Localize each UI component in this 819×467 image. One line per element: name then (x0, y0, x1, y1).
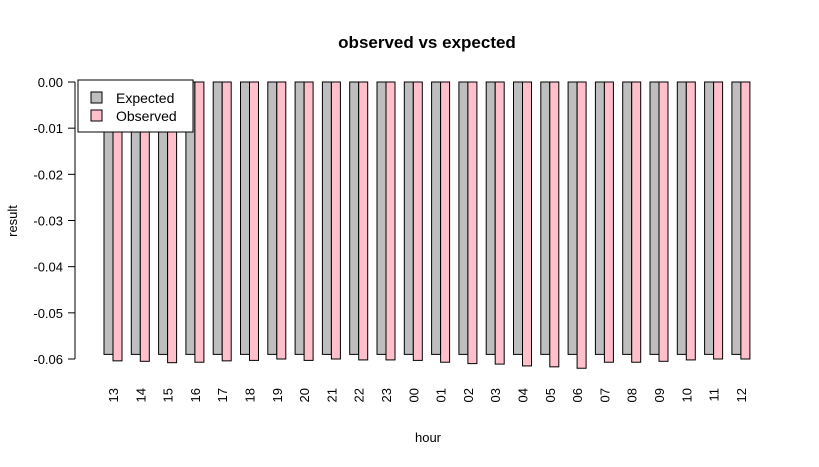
x-tick-label: 14 (133, 388, 148, 402)
x-tick-label: 18 (243, 388, 258, 402)
x-tick-label: 07 (597, 388, 612, 402)
y-tick-label: -0.01 (33, 121, 63, 136)
y-axis-label: result (5, 205, 20, 237)
bar-observed-02 (467, 81, 478, 365)
bar-expected-03 (485, 81, 496, 355)
y-tick-label: -0.03 (33, 214, 63, 229)
bar-expected-02 (458, 81, 469, 355)
x-tick-label: 22 (352, 388, 367, 402)
bar-expected-01 (431, 81, 442, 355)
x-tick-label: 00 (406, 388, 421, 402)
bar-expected-23 (376, 81, 387, 355)
y-tick-label: -0.02 (33, 167, 63, 182)
x-tick-label: 08 (625, 388, 640, 402)
bar-observed-21 (330, 81, 341, 360)
bar-expected-12 (731, 81, 742, 355)
bar-observed-08 (631, 81, 642, 363)
x-tick-label: 09 (652, 388, 667, 402)
bar-observed-17 (221, 81, 232, 362)
x-tick-label: 23 (379, 388, 394, 402)
legend-box (77, 79, 194, 133)
x-tick-label: 16 (188, 388, 203, 402)
bar-observed-07 (603, 81, 614, 363)
bar-expected-19 (267, 81, 278, 355)
bar-expected-20 (294, 81, 305, 355)
bar-observed-01 (440, 81, 451, 363)
legend: Expected Observed (77, 79, 194, 133)
bar-observed-22 (358, 81, 369, 361)
bar-observed-12 (740, 81, 751, 360)
chart-title: observed vs expected (338, 33, 516, 52)
bar-expected-17 (212, 81, 223, 355)
x-tick-label: 11 (707, 388, 722, 402)
bar-expected-22 (349, 81, 360, 355)
bar-observed-16 (194, 81, 205, 363)
x-tick-label: 04 (516, 388, 531, 402)
x-tick-label: 05 (543, 388, 558, 402)
x-tick-label: 17 (215, 388, 230, 402)
y-axis: 0.00 -0.01 -0.02 -0.03 -0.04 -0.05 -0.06 (33, 75, 76, 367)
bar-expected-21 (321, 81, 332, 355)
bar-observed-03 (494, 81, 505, 365)
x-tick-label: 10 (679, 388, 694, 402)
legend-swatch-expected (90, 91, 103, 104)
bar-expected-07 (594, 81, 605, 355)
y-tick-label: -0.06 (33, 352, 63, 367)
bar-expected-04 (513, 81, 523, 355)
x-tick-label: 01 (434, 388, 449, 402)
y-tick-label: -0.05 (33, 306, 63, 321)
x-tick-label: 12 (734, 388, 749, 402)
bar-expected-18 (240, 81, 250, 355)
bar-expected-08 (622, 81, 633, 355)
bar-expected-05 (540, 81, 551, 355)
x-axis-label: hour (415, 430, 442, 445)
bar-expected-09 (649, 81, 660, 355)
bar-expected-11 (704, 81, 715, 355)
bar-expected-00 (403, 81, 414, 355)
bar-observed-06 (576, 81, 587, 369)
bar-observed-18 (249, 81, 259, 361)
x-tick-labels: 13 14 15 16 17 18 19 20 21 22 23 00 01 02 03 04 05 06 07 08… (106, 388, 749, 402)
x-tick-label: 21 (324, 388, 339, 402)
bar-observed-00 (412, 81, 423, 361)
x-tick-label: 02 (461, 388, 476, 402)
x-tick-label: 03 (488, 388, 503, 402)
bar-observed-04 (522, 81, 532, 367)
y-tick-label: 0.00 (38, 75, 63, 90)
bar-observed-10 (685, 81, 696, 361)
bar-observed-23 (385, 81, 396, 361)
x-tick-label: 20 (297, 388, 312, 402)
bar-observed-11 (713, 81, 724, 360)
x-tick-label: 15 (161, 388, 176, 402)
bar-observed-19 (276, 81, 287, 360)
bar-expected-06 (567, 81, 578, 355)
bars (103, 81, 751, 369)
legend-label-observed: Observed (116, 108, 177, 124)
x-tick-label: 06 (570, 388, 585, 402)
legend-label-expected: Expected (116, 90, 174, 106)
x-tick-label: 13 (106, 388, 121, 402)
legend-swatch-observed (90, 109, 103, 122)
bar-observed-09 (658, 81, 669, 362)
bar-observed-20 (303, 81, 314, 361)
y-tick-label: -0.04 (33, 260, 63, 275)
x-tick-label: 19 (270, 388, 285, 402)
bar-observed-05 (549, 81, 560, 368)
bar-expected-10 (676, 81, 687, 355)
